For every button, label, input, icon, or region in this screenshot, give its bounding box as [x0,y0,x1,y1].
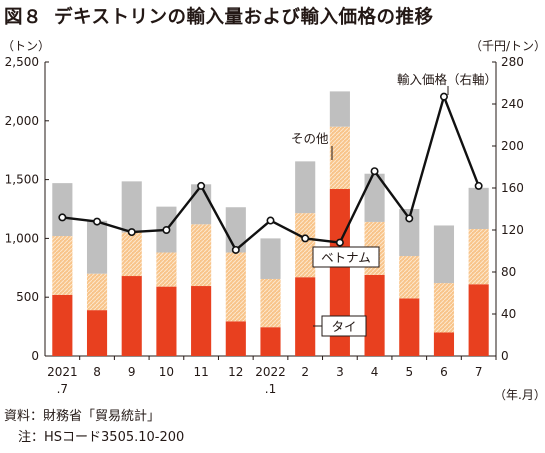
x-tick-label: 11 [193,365,208,379]
bar-vietnam [295,213,316,278]
figure-title: 図８ デキストリンの輸入量および輸入価格の推移 [4,3,445,29]
right-tick-label: 160 [501,181,524,195]
bar-vietnam [191,224,212,287]
annotations: 輸入価格（右軸） その他 ベトナム タイ [291,72,497,337]
right-tick-label: 120 [501,223,524,237]
bar-other [468,187,489,229]
x-tick-label: 2 [301,365,309,379]
bar-thai [260,327,281,356]
left-ticks: 0 500 1,000 1,500 2,000 2,500 [5,55,49,363]
right-tick-label: 240 [501,97,524,111]
x-tick-label: 4 [371,365,379,379]
bar-thai [295,277,316,356]
bar-other [86,220,108,274]
bar-thai [364,274,385,356]
bar-thai [468,284,489,356]
bar-vietnam [329,126,350,190]
bar-other [433,225,455,284]
bar-other [364,173,385,222]
bar-other [52,183,73,237]
other-callout-label: その他 [291,131,329,146]
bar-vietnam [433,283,455,333]
bar-other [191,184,212,225]
right-ticks: 0 40 80 120 160 200 240 280 [492,55,524,363]
price-point [266,216,275,225]
thai-callout-box [321,315,367,337]
x-tick-label: 2022.1 [255,365,286,396]
x-tick-label: 5 [405,365,413,379]
bar-thai [225,321,246,356]
bar-vietnam [399,256,420,299]
bar-thai [433,332,455,356]
price-point [405,214,414,223]
price-point [197,181,206,190]
left-tick-label: 1,500 [5,173,39,187]
bar-vietnam [225,252,246,322]
vietnam-callout-box [312,246,380,268]
chart: （トン） （千円/トン） （年.月） 0 500 1,000 1,500 2,000 2,… [2,39,545,402]
x-tick-label: 2021.7 [47,365,78,396]
price-callout-label: 輸入価格（右軸） [397,72,497,87]
price-point [162,226,171,235]
left-tick-label: 2,500 [5,55,39,69]
x-tick-label: 6 [440,365,448,379]
bar-other [329,91,350,127]
left-tick-label: 2,000 [5,114,39,128]
source-note: 資料：財務省「貿易統計」 [4,409,161,424]
bar-thai [191,286,212,356]
vietnam-callout-label: ベトナム [321,250,371,265]
price-point [231,245,240,254]
bar-thai [156,286,177,356]
y-axis-left-label: （トン） [2,39,50,53]
bar-other [225,207,246,253]
thai-callout-label: タイ [331,319,356,334]
price-point [58,213,67,222]
right-tick-label: 280 [501,55,524,69]
left-tick-label: 500 [16,290,39,304]
bar-vietnam [468,228,489,285]
x-tick-label: 12 [228,365,243,379]
x-tick-label: 3 [336,365,344,379]
left-tick-label: 0 [31,349,39,363]
price-point [335,238,344,247]
bar-vietnam [52,236,73,295]
bar-vietnam [260,278,281,328]
y-axis-right-label: （千円/トン） [470,39,545,53]
figure-title-text: デキストリンの輸入量および輸入価格の推移 [54,7,434,28]
price-point [93,217,102,226]
price-line-group [58,92,483,254]
bar-thai [399,298,420,356]
bar-vietnam [121,232,142,277]
bar-other [399,209,420,257]
bar-other [295,161,316,214]
price-point [301,234,310,243]
bar-vietnam [156,252,177,287]
price-point [474,181,483,190]
right-tick-label: 200 [501,139,524,153]
bar-thai [86,310,108,356]
footnotes: 資料：財務省「貿易統計」 注：HSコード3505.10-200 [4,406,184,448]
x-tick-label: 7 [475,365,483,379]
figure-number: 図８ [4,7,43,28]
x-axis-label: （年.月） [494,388,545,402]
left-tick-label: 1,000 [5,231,39,245]
bar-thai [52,294,73,356]
x-tick-labels: 2021.7 8 9 10 11 12 2022.1 2 3 4 5 6 7 [47,356,497,396]
price-point [439,92,448,101]
right-tick-label: 40 [501,307,516,321]
bar-vietnam [86,273,108,311]
x-tick-label: 10 [159,365,174,379]
right-tick-label: 80 [501,265,516,279]
bar-other [121,181,142,233]
hs-code-note: 注：HSコード3505.10-200 [18,430,185,445]
x-tick-label: 9 [128,365,136,379]
price-point [127,228,136,237]
price-point [370,167,379,176]
x-tick-label: 8 [93,365,101,379]
right-tick-label: 0 [501,349,509,363]
bar-thai [121,276,142,356]
bar-other [260,238,281,279]
